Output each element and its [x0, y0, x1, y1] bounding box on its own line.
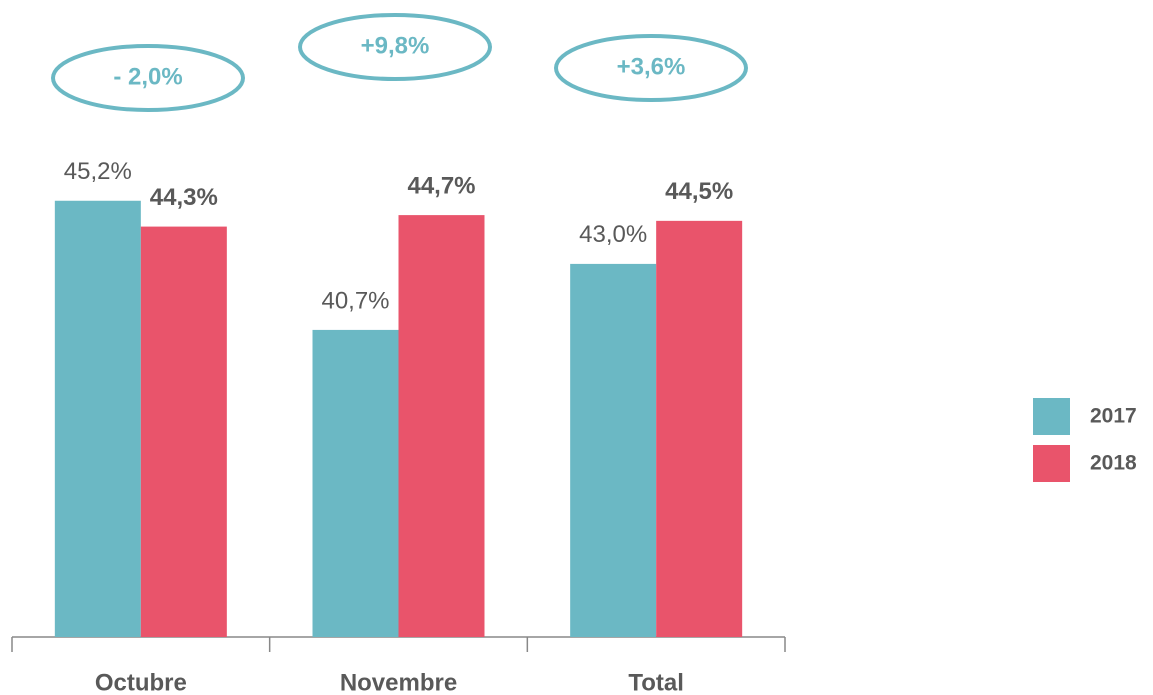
value-label: 44,5%: [665, 178, 733, 205]
bar: [656, 220, 743, 637]
value-label: 40,7%: [321, 287, 389, 314]
value-label: 45,2%: [64, 158, 132, 185]
value-label: 44,7%: [407, 172, 475, 199]
bar: [570, 263, 657, 637]
x-tick-label: Octubre: [95, 669, 187, 695]
legend-label: 2017: [1090, 405, 1137, 428]
annotation: - 2,0%: [113, 63, 182, 90]
x-tick-label: Novembre: [340, 669, 457, 695]
annotation-ellipse: [554, 34, 748, 102]
bar: [54, 200, 141, 637]
legend-swatch: [1033, 398, 1070, 435]
x-tick-label: Total: [628, 669, 684, 695]
bar: [312, 329, 399, 637]
annotation-ellipse: [51, 44, 245, 112]
bar: [140, 226, 227, 637]
legend-label: 2018: [1090, 452, 1137, 475]
bar: [398, 215, 485, 638]
annotation: +3,6%: [617, 53, 686, 80]
value-label: 43,0%: [579, 221, 647, 248]
value-label: 44,3%: [150, 184, 218, 211]
legend-swatch: [1033, 445, 1070, 482]
annotation-ellipse: [298, 13, 492, 81]
annotation: +9,8%: [361, 32, 430, 59]
